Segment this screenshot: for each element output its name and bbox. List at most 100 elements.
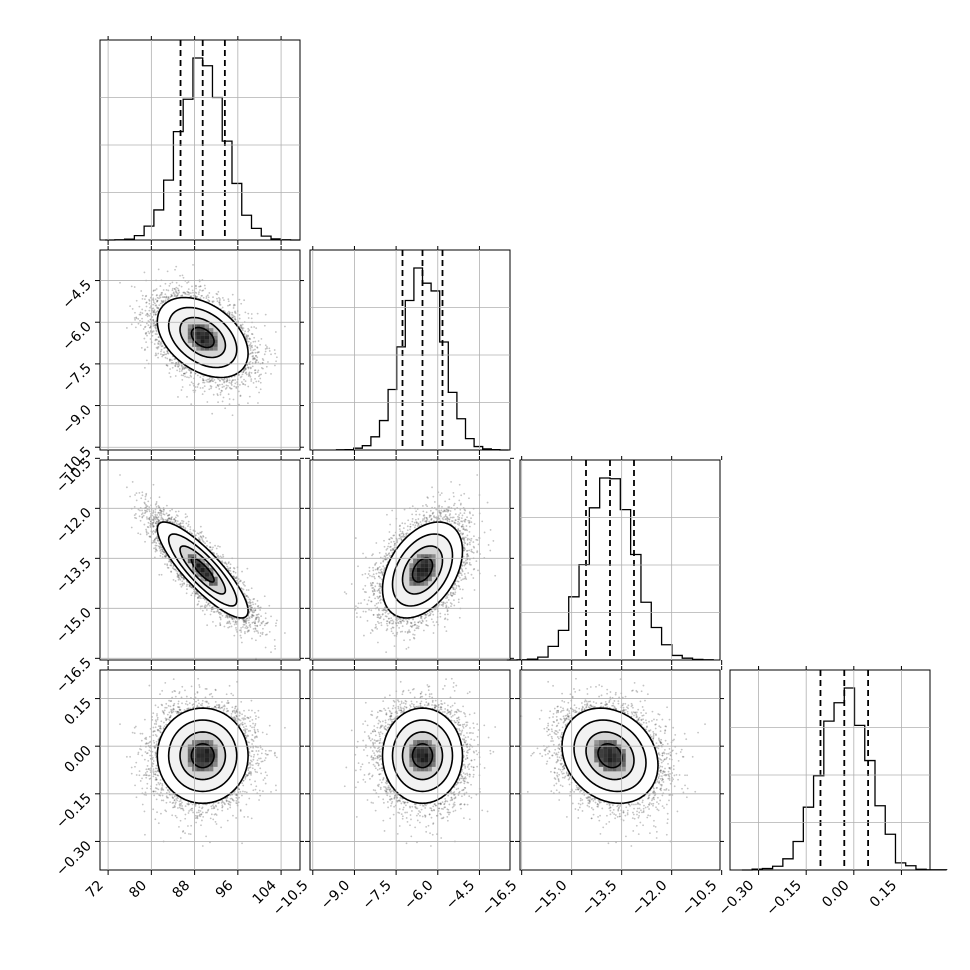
scatter-point [231, 293, 234, 296]
scatter-point [211, 300, 214, 303]
density-cell [192, 335, 197, 340]
scatter-point [161, 300, 163, 303]
scatter-point [151, 331, 154, 334]
scatter-point [260, 622, 263, 625]
scatter-point [252, 358, 254, 361]
scatter-point [184, 366, 187, 369]
scatter-point [274, 647, 277, 650]
scatter-point [238, 580, 241, 583]
scatter-point [180, 364, 183, 367]
scatter-point [252, 340, 255, 343]
scatter-point [210, 379, 212, 382]
scatter-point [148, 506, 151, 508]
scatter-point [151, 334, 154, 337]
scatter-point [179, 525, 182, 527]
scatter-point [167, 517, 170, 520]
scatter-point [155, 544, 158, 547]
scatter-point [163, 513, 166, 516]
scatter-point [158, 513, 161, 516]
scatter-point [188, 585, 191, 588]
scatter-point [183, 291, 185, 294]
scatter-point [253, 356, 256, 359]
scatter-point [197, 603, 200, 605]
scatter-point [249, 626, 252, 628]
scatter-point [154, 289, 157, 292]
x-tick-label: 0.00 [819, 878, 852, 911]
scatter-point [140, 497, 143, 500]
scatter-point [196, 592, 199, 595]
scatter-point [160, 573, 163, 576]
scatter-point [162, 300, 164, 303]
scatter-point [243, 619, 246, 622]
scatter-point [208, 381, 210, 384]
scatter-point [208, 378, 211, 381]
scatter-point [137, 508, 140, 511]
scatter-point [162, 299, 165, 302]
scatter-point [248, 372, 250, 375]
scatter-point [251, 333, 254, 336]
scatter-point [171, 287, 174, 290]
scatter-point [166, 519, 168, 522]
scatter-point [195, 592, 197, 594]
scatter-point [171, 516, 173, 519]
scatter-point [139, 519, 142, 522]
scatter-point [240, 302, 243, 305]
scatter-point [186, 281, 188, 284]
scatter-point [257, 402, 259, 404]
scatter-point [138, 515, 141, 518]
scatter-point [252, 349, 255, 351]
scatter-point [225, 563, 228, 566]
scatter-point [245, 617, 248, 620]
scatter-point [160, 293, 163, 296]
scatter-point [155, 354, 158, 356]
scatter-point [146, 505, 149, 508]
scatter-point [187, 293, 190, 296]
scatter-point [208, 388, 211, 391]
scatter-point [164, 282, 167, 285]
scatter-point [156, 296, 159, 299]
scatter-point [160, 514, 163, 517]
scatter-point [209, 541, 212, 544]
scatter-point [205, 605, 208, 607]
density-cell [204, 339, 210, 344]
scatter-point [189, 526, 192, 528]
scatter-point [166, 349, 169, 352]
scatter-point [151, 531, 154, 533]
scatter-point [229, 615, 232, 618]
scatter-point [144, 295, 147, 298]
scatter-point [182, 525, 184, 528]
scatter-point [204, 536, 207, 539]
scatter-point [145, 509, 147, 512]
scatter-point [168, 560, 170, 563]
density-cell [204, 335, 210, 340]
scatter-point [119, 281, 121, 284]
scatter-point [260, 367, 263, 369]
scatter-point [250, 587, 253, 590]
scatter-point [157, 520, 160, 522]
scatter-point [155, 548, 158, 551]
scatter-point [170, 293, 173, 296]
scatter-point [213, 611, 216, 613]
scatter-point [218, 297, 220, 299]
scatter-point [147, 324, 150, 327]
scatter-point [153, 311, 156, 314]
scatter-point [171, 366, 174, 369]
scatter-point [245, 595, 248, 597]
scatter-point [170, 564, 173, 567]
scatter-point [159, 296, 162, 299]
scatter-point [254, 624, 257, 627]
scatter-point [169, 518, 172, 520]
scatter-point [255, 380, 258, 383]
scatter-point [158, 542, 161, 545]
scatter-point [183, 578, 186, 580]
scatter-point [247, 327, 250, 330]
scatter-point [201, 379, 204, 382]
scatter-point [218, 616, 221, 619]
scatter-point [153, 322, 156, 325]
scatter-point [203, 381, 206, 384]
scatter-point [268, 630, 271, 633]
scatter-point [182, 374, 185, 377]
scatter-point [250, 313, 253, 315]
scatter-point [135, 317, 138, 320]
scatter-point [256, 613, 259, 616]
